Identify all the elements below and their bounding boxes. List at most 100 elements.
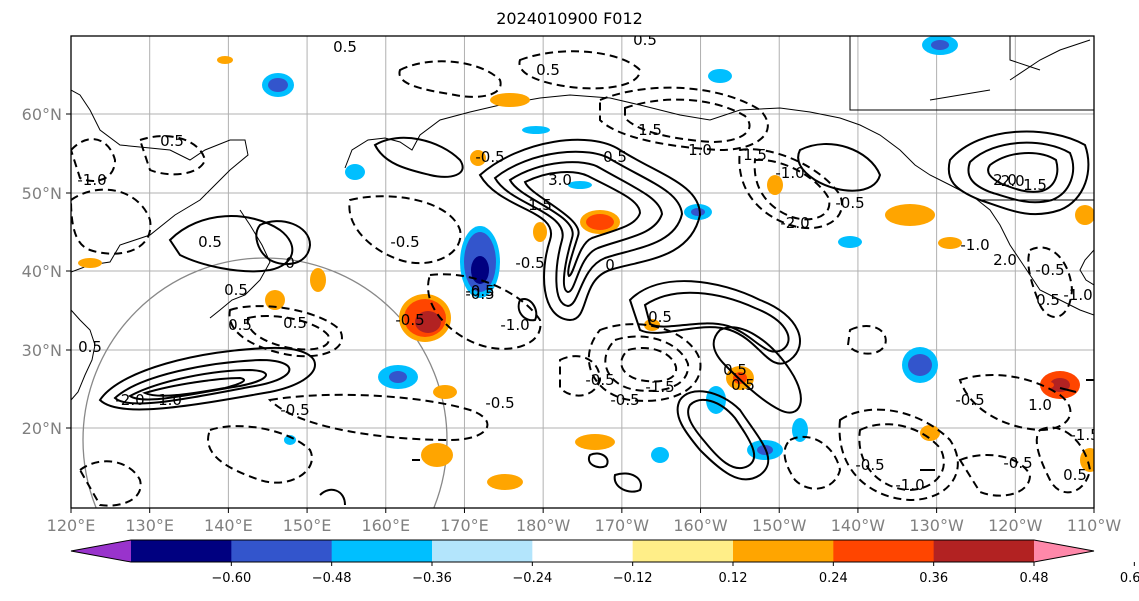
latitude-axis: 20°N 30°N 40°N 50°N 60°N (22, 105, 71, 438)
lon-tick-label: 150°W (752, 516, 807, 535)
contour-label: -1.5 (645, 378, 674, 396)
contour-label: 0.5 (603, 148, 627, 166)
contour-label: 3.0 (548, 171, 572, 189)
lon-tick-label: 140°W (831, 516, 886, 535)
contour-label: -0.5 (465, 285, 494, 303)
contour-label: 1.0 (1028, 396, 1052, 414)
colorbar-label: −0.60 (211, 571, 251, 586)
contour-label: 0.5 (648, 308, 672, 326)
lon-tick-label: 120°E (47, 516, 96, 535)
contour-label: -1.0 (960, 236, 989, 254)
contour-label: 0.5 (1036, 291, 1060, 309)
lon-tick-label: 130°E (125, 516, 174, 535)
colorbar-label: 0.48 (1020, 571, 1049, 586)
colorbar-label: 0.36 (919, 571, 948, 586)
contour-label: -0.5 (585, 371, 614, 389)
colorbar-segment (833, 540, 935, 562)
colorbar-segment (231, 540, 333, 562)
colorbar: −0.60 −0.48 −0.36 −0.24 −0.12 0.12 0.24 0.36 0.4… (70, 539, 1139, 586)
lon-tick-label: 160°E (361, 516, 410, 535)
contour-label: -1.5 (1070, 426, 1099, 444)
longitude-axis: 120°E 130°E 140°E 150°E 160°E 170°E 180°W 170°W… (47, 508, 1122, 535)
contour-label: 1.5 (1023, 176, 1047, 194)
lat-tick-label: 60°N (22, 105, 62, 124)
colorbar-label: −0.12 (613, 571, 653, 586)
contour-label: -2.0 (995, 172, 1024, 190)
colorbar-outline (70, 539, 1095, 563)
contour-label: 2.0 (993, 251, 1017, 269)
lon-tick-label: 130°W (909, 516, 964, 535)
lon-tick-label: 150°E (283, 516, 332, 535)
colorbar-segment (131, 540, 232, 562)
contour-label: 0.5 (160, 132, 184, 150)
contour-label: 0.5 (228, 316, 252, 334)
contour-label: -1.0 (500, 316, 529, 334)
contour-label: -0.5 (475, 148, 504, 166)
colorbar-segment (632, 540, 734, 562)
contour-label: 2.0 (993, 171, 1017, 189)
contour-label: -0.5 (280, 401, 309, 419)
contour-label: -1.0 (77, 171, 106, 189)
lon-tick-label: 170°E (440, 516, 489, 535)
contour-label: -0.5 (855, 456, 884, 474)
colorbar-label: −0.48 (312, 571, 352, 586)
positive-contours (98, 130, 1090, 506)
colorbar-label: 0.24 (819, 571, 848, 586)
contour-fragments (412, 379, 1094, 471)
contour-label: -0.5 (835, 194, 864, 212)
contour-label: 1.0 (158, 391, 182, 409)
contour-label: 0.5 (283, 314, 307, 332)
colorbar-extend-high (1034, 540, 1094, 562)
contour-label: 0.5 (1063, 466, 1087, 484)
colorbar-segment (331, 540, 433, 562)
colorbar-segment (733, 540, 834, 562)
contour-label: 0.5 (198, 233, 222, 251)
lat-tick-label: 40°N (22, 262, 62, 281)
shaded-anomalies (78, 36, 1094, 490)
contour-label: 0 (285, 254, 295, 272)
colorbar-segment (933, 540, 1035, 562)
lon-tick-label: 170°W (595, 516, 650, 535)
colorbar-label: 0.60 (1120, 571, 1139, 586)
contour-label: 0.5 (633, 31, 657, 49)
contour-label: -1.0 (1063, 286, 1092, 304)
contour-label: 0.5 (78, 338, 102, 356)
contour-label: -0.5 (485, 394, 514, 412)
contour-label: 0.5 (731, 376, 755, 394)
colorbar-label: 0.12 (719, 571, 748, 586)
contour-label: 0 (605, 256, 615, 274)
lon-tick-label: 110°W (1067, 516, 1122, 535)
colorbar-segment (532, 540, 634, 562)
colorbar-segment (432, 540, 533, 562)
lon-tick-label: 160°W (673, 516, 728, 535)
map-frame (70, 35, 1095, 509)
contour-label: 1.0 (688, 141, 712, 159)
colorbar-label: −0.24 (512, 571, 552, 586)
lat-tick-label: 20°N (22, 419, 62, 438)
contour-label: 1.5 (638, 121, 662, 139)
contour-label: -1.0 (895, 476, 924, 494)
lon-tick-label: 180°W (516, 516, 571, 535)
contour-label: -1.0 (775, 164, 804, 182)
contour-label: -2.0 (780, 214, 809, 232)
lon-tick-label: 140°E (204, 516, 253, 535)
domain-circle (82, 257, 448, 508)
contour-label: 0.5 (333, 38, 357, 56)
negative-contours (71, 50, 1092, 507)
contour-label: -0.5 (465, 282, 494, 300)
contour-label: -0.5 (955, 391, 984, 409)
map-title: 2024010900 F012 (496, 9, 643, 28)
contour-label: -0.5 (1035, 261, 1064, 279)
contour-label: 0.5 (224, 281, 248, 299)
contour-labels: 0.50.50.50.5-0.5 0.5 1.00.503.00.51.5-1.0-… (77, 31, 1099, 494)
contour-label: 1.5 (743, 146, 767, 164)
contour-label: -0.5 (395, 311, 424, 329)
colorbar-label: −0.36 (412, 571, 452, 586)
lat-tick-label: 30°N (22, 341, 62, 360)
lon-tick-label: 120°W (988, 516, 1043, 535)
contour-label: 1.5 (528, 196, 552, 214)
contour-label: -0.5 (515, 254, 544, 272)
contour-label: -2.0 (115, 391, 144, 409)
contour-label: -0.5 (1003, 454, 1032, 472)
